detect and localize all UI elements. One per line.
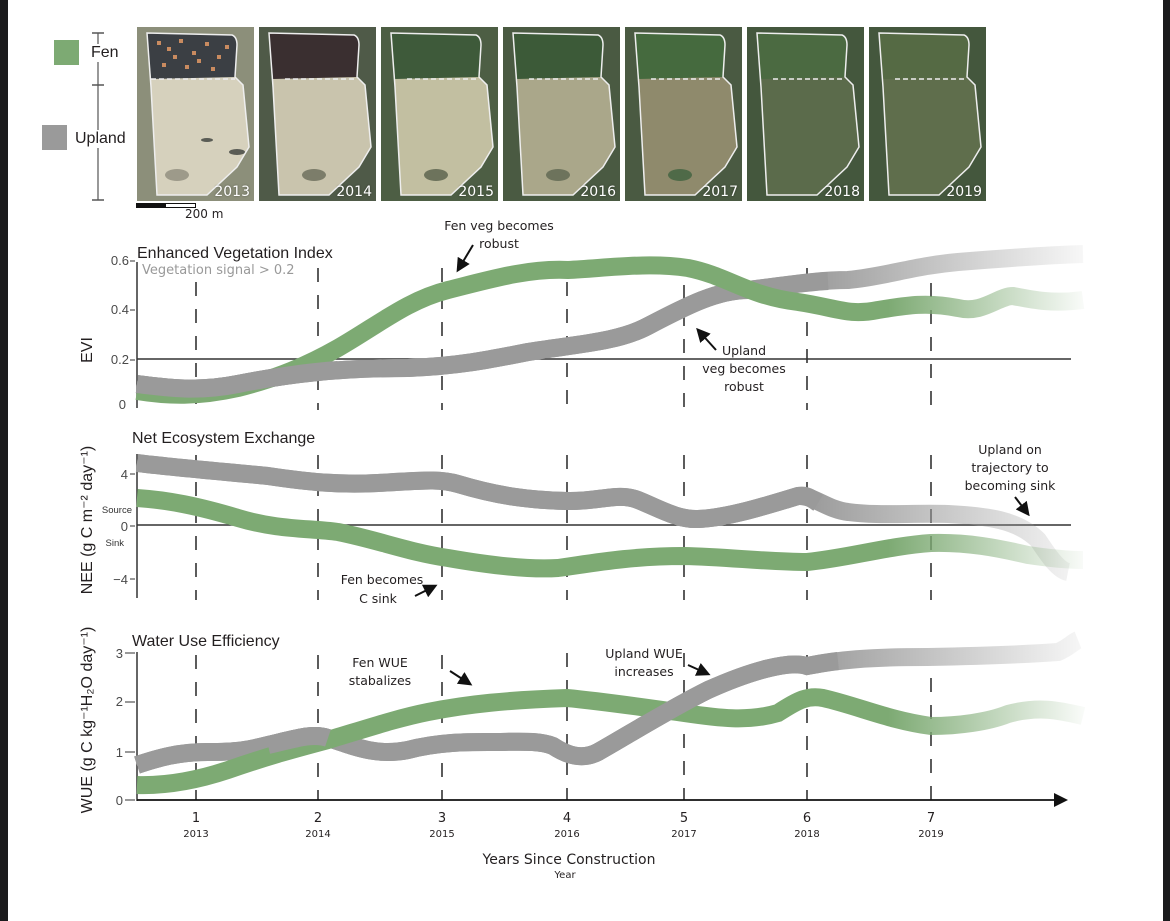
svg-text:5: 5 [680, 811, 688, 826]
svg-text:2018: 2018 [794, 829, 819, 840]
svg-text:robust: robust [724, 379, 764, 394]
satellite-photo-2019: 2019 [869, 27, 986, 201]
wue-upland-crossover [593, 681, 713, 760]
svg-text:1: 1 [192, 811, 200, 826]
legend-upland-swatch [42, 125, 67, 150]
evi-fen-annotation: Fen veg becomes robust [444, 218, 554, 273]
svg-text:trajectory to: trajectory to [971, 460, 1048, 475]
photo-year-label: 2015 [458, 184, 494, 200]
nee-ylabel: NEE (g C m⁻² day⁻¹) [79, 446, 96, 594]
nee-fen-annotation: Fen becomes C sink [341, 572, 438, 606]
wue-upland-band-solid [134, 652, 839, 774]
wue-upland-early-overlay [265, 727, 331, 754]
svg-text:becoming sink: becoming sink [965, 478, 1057, 493]
nee-source-label: Source [102, 505, 132, 516]
svg-text:6: 6 [803, 811, 811, 826]
arrow-icon [449, 670, 473, 686]
nee-upland-annotation: Upland on trajectory to becoming sink [965, 442, 1057, 517]
wue-fen-band [136, 688, 1086, 795]
wue-tick: 1 [116, 745, 123, 760]
nee-sink-label: Sink [106, 538, 125, 549]
wue-tick: 0 [116, 793, 123, 808]
legend-upland-label: Upland [73, 130, 128, 148]
svg-text:veg becomes: veg becomes [702, 361, 786, 376]
x-axis-labels: 1 2 3 4 5 6 7 2013 2014 2015 2016 2017 2… [183, 811, 943, 840]
wue-ylabel: WUE (g C kg⁻¹H₂O day⁻¹) [79, 627, 96, 814]
wue-fen-annotation: Fen WUE stabalizes [349, 655, 473, 688]
wue-tick: 3 [116, 646, 123, 661]
x-axis-title: Years Since Construction [482, 852, 656, 868]
arrow-icon [414, 584, 438, 598]
nee-panel: Net Ecosystem Exchange NEE (g C m⁻² day⁻… [79, 430, 1084, 606]
svg-text:2016: 2016 [554, 829, 579, 840]
nee-year-gridlines [195, 455, 932, 600]
svg-text:C sink: C sink [359, 591, 398, 606]
svg-text:stabalizes: stabalizes [349, 673, 411, 688]
svg-text:2017: 2017 [671, 829, 696, 840]
svg-text:2014: 2014 [305, 829, 330, 840]
x-axis-arrow-icon [1054, 793, 1068, 807]
satellite-photo-2013: 2013 [137, 27, 254, 201]
arrow-icon [687, 663, 711, 676]
nee-upland-band-solid [135, 454, 823, 529]
scale-bar-label: 200 m [185, 207, 224, 221]
nee-tick: 4 [121, 467, 128, 482]
evi-tick: 0 [119, 397, 126, 412]
legend-fen-label: Fen [89, 44, 121, 62]
photo-year-label: 2014 [336, 184, 372, 200]
satellite-photo-2016: 2016 [503, 27, 620, 201]
svg-text:3: 3 [438, 811, 446, 826]
evi-tick: 0.6 [111, 253, 129, 268]
wue-year-gridlines [195, 653, 932, 800]
evi-upland-annotation: Upland veg becomes robust [696, 327, 786, 394]
legend-fen-swatch [54, 40, 79, 65]
figure-page: Fen Upland 2013 2014 [8, 0, 1163, 921]
svg-text:Upland: Upland [722, 343, 766, 358]
svg-text:increases: increases [614, 664, 673, 679]
satellite-photo-2017: 2017 [625, 27, 742, 201]
svg-text:Fen becomes: Fen becomes [341, 572, 424, 587]
photo-year-label: 2018 [824, 184, 860, 200]
svg-text:Upland on: Upland on [978, 442, 1042, 457]
svg-text:2015: 2015 [429, 829, 454, 840]
svg-text:robust: robust [479, 236, 519, 251]
arrow-icon [1014, 496, 1030, 517]
photo-year-label: 2017 [702, 184, 738, 200]
evi-title: Enhanced Vegetation Index [137, 245, 333, 262]
photo-year-label: 2013 [214, 184, 250, 200]
evi-tick: 0.2 [111, 352, 129, 367]
arrow-icon [696, 327, 717, 351]
svg-text:4: 4 [563, 811, 571, 826]
nee-tick: 0 [121, 519, 128, 534]
time-series-charts: Enhanced Vegetation Index Vegetation sig… [79, 218, 1086, 881]
satellite-photo-2015: 2015 [381, 27, 498, 201]
nee-fen-band [136, 489, 1084, 578]
photo-year-label: 2016 [580, 184, 616, 200]
satellite-photo-2014: 2014 [259, 27, 376, 201]
svg-text:2013: 2013 [183, 829, 208, 840]
wue-panel: Water Use Efficiency WUE (g C kg⁻¹H₂O da… [79, 627, 1086, 881]
svg-text:2: 2 [314, 811, 322, 826]
svg-text:Upland WUE: Upland WUE [605, 646, 683, 661]
svg-text:Fen veg becomes: Fen veg becomes [444, 218, 554, 233]
svg-text:Fen WUE: Fen WUE [352, 655, 408, 670]
evi-panel: Enhanced Vegetation Index Vegetation sig… [79, 218, 1085, 412]
svg-text:7: 7 [927, 811, 935, 826]
wue-upland-annotation: Upland WUE increases [605, 646, 711, 679]
evi-upland-overlay [135, 361, 339, 398]
evi-tick: 0.4 [111, 302, 129, 317]
x-axis-subtitle: Year [553, 870, 576, 881]
scale-bar [136, 203, 196, 208]
nee-title: Net Ecosystem Exchange [132, 430, 315, 447]
arrow-icon [456, 244, 474, 273]
nee-tick: −4 [113, 572, 128, 587]
wue-title: Water Use Efficiency [132, 633, 280, 650]
evi-subtitle: Vegetation signal > 0.2 [142, 263, 295, 278]
satellite-photo-2018: 2018 [747, 27, 864, 201]
wue-tick: 2 [116, 694, 123, 709]
photo-year-label: 2019 [946, 184, 982, 200]
svg-text:2019: 2019 [918, 829, 943, 840]
evi-ylabel: EVI [79, 337, 96, 363]
